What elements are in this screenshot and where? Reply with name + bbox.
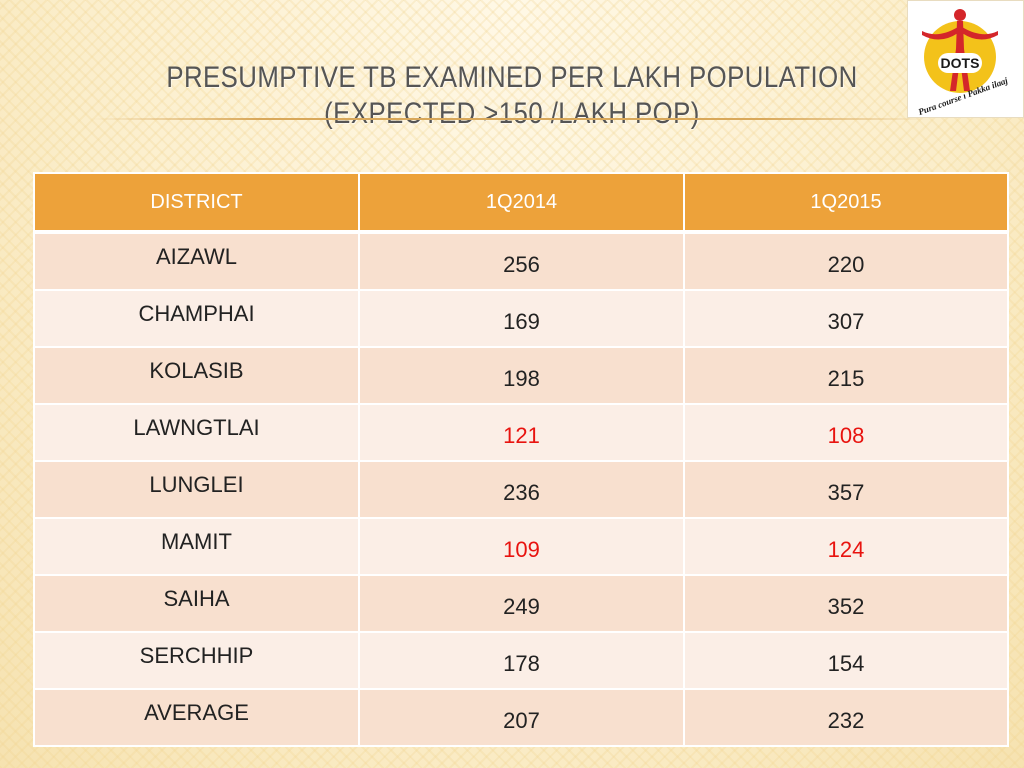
- header-1q2015: 1Q2015: [683, 172, 1009, 234]
- table-row: LAWNGTLAI 121 108: [33, 403, 1009, 462]
- table-row: CHAMPHAI 169 307: [33, 289, 1009, 348]
- q2014-cell: 169: [358, 289, 685, 348]
- table-row: SERCHHIP 178 154: [33, 631, 1009, 690]
- table-row-average: AVERAGE 207 232: [33, 688, 1009, 747]
- table-row: LUNGLEI 236 357: [33, 460, 1009, 519]
- header-1q2014: 1Q2014: [358, 172, 685, 234]
- q2014-cell: 249: [358, 574, 685, 633]
- q2014-cell: 207: [358, 688, 685, 747]
- q2015-cell: 357: [683, 460, 1009, 519]
- slide-title: PRESUMPTIVE TB EXAMINED PER LAKH POPULAT…: [0, 60, 1024, 132]
- district-cell: AVERAGE: [33, 688, 360, 747]
- q2014-cell: 109: [358, 517, 685, 576]
- table-header-row: DISTRICT 1Q2014 1Q2015: [33, 172, 1009, 234]
- title-underline: [90, 118, 930, 120]
- q2015-cell: 232: [683, 688, 1009, 747]
- table-row: AIZAWL 256 220: [33, 231, 1009, 291]
- title-line-2: (EXPECTED >150 /LAKH POP): [324, 97, 700, 130]
- title-line-1: PRESUMPTIVE TB EXAMINED PER LAKH POPULAT…: [166, 61, 858, 94]
- q2015-cell: 307: [683, 289, 1009, 348]
- q2015-cell: 124: [683, 517, 1009, 576]
- district-table: DISTRICT 1Q2014 1Q2015 AIZAWL 256 220 CH…: [33, 172, 1009, 747]
- district-cell: KOLASIB: [33, 346, 360, 405]
- table-row: SAIHA 249 352: [33, 574, 1009, 633]
- dots-logo: DOTS Pura course ı Pakka ilaaj: [907, 0, 1024, 118]
- district-cell: MAMIT: [33, 517, 360, 576]
- q2014-cell: 178: [358, 631, 685, 690]
- header-district: DISTRICT: [33, 172, 360, 234]
- q2014-cell: 236: [358, 460, 685, 519]
- q2014-cell: 198: [358, 346, 685, 405]
- q2014-cell: 256: [358, 231, 685, 291]
- district-cell: LUNGLEI: [33, 460, 360, 519]
- q2015-cell: 108: [683, 403, 1009, 462]
- q2015-cell: 352: [683, 574, 1009, 633]
- table-row: MAMIT 109 124: [33, 517, 1009, 576]
- district-cell: SAIHA: [33, 574, 360, 633]
- q2015-cell: 154: [683, 631, 1009, 690]
- district-cell: CHAMPHAI: [33, 289, 360, 348]
- district-cell: SERCHHIP: [33, 631, 360, 690]
- district-cell: AIZAWL: [33, 231, 360, 291]
- q2015-cell: 220: [683, 231, 1009, 291]
- dots-logo-icon: DOTS Pura course ı Pakka ilaaj: [917, 9, 1010, 117]
- q2014-cell: 121: [358, 403, 685, 462]
- q2015-cell: 215: [683, 346, 1009, 405]
- district-cell: LAWNGTLAI: [33, 403, 360, 462]
- logo-text: DOTS: [941, 55, 980, 71]
- table-row: KOLASIB 198 215: [33, 346, 1009, 405]
